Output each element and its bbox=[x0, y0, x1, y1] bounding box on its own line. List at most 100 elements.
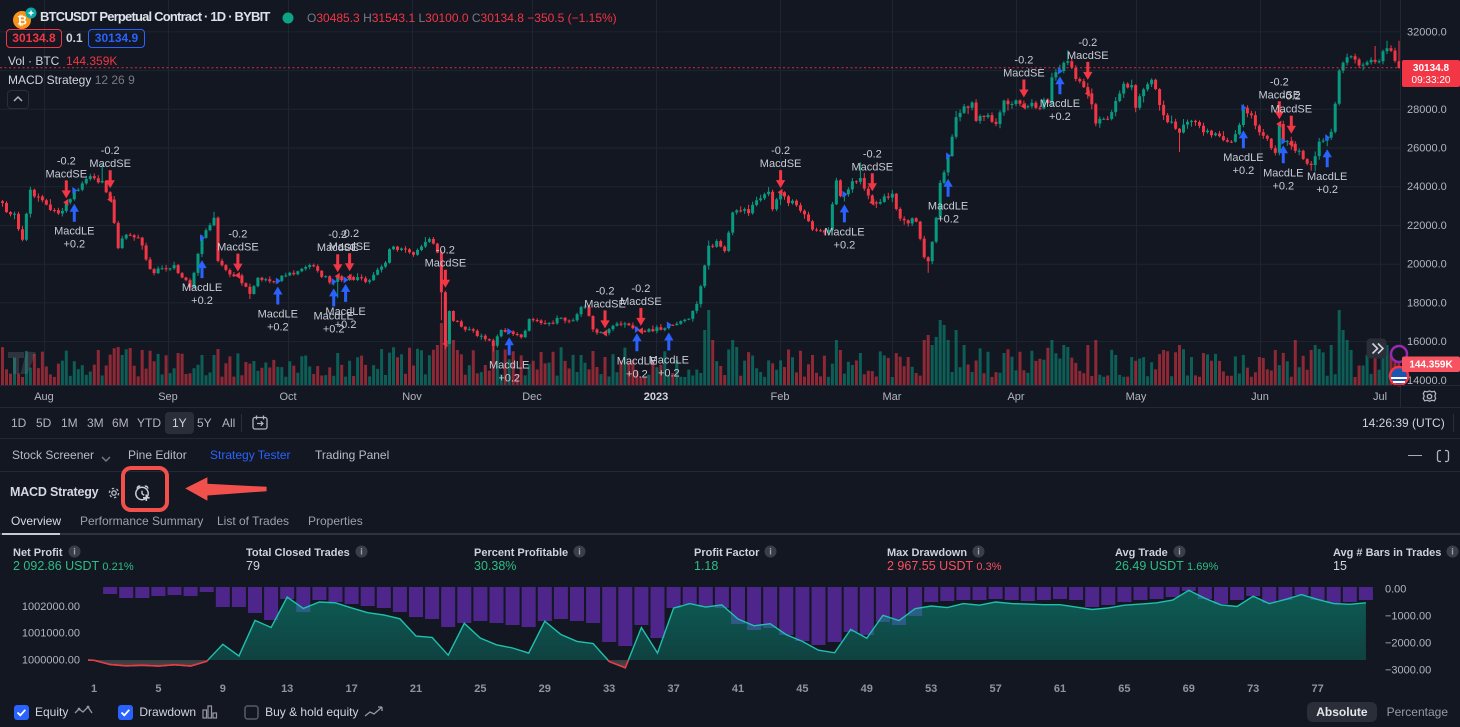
svg-text:13: 13 bbox=[281, 683, 293, 695]
svg-text:+0.2: +0.2 bbox=[63, 239, 85, 251]
svg-text:1002000.00: 1002000.00 bbox=[22, 601, 80, 613]
svg-text:MacdSE: MacdSE bbox=[1067, 50, 1109, 62]
svg-text:+0.2: +0.2 bbox=[834, 239, 856, 251]
svg-text:33: 33 bbox=[603, 683, 615, 695]
svg-text:-0.2: -0.2 bbox=[1282, 91, 1301, 103]
svg-text:144.359K: 144.359K bbox=[1409, 360, 1453, 371]
svg-text:-0.2: -0.2 bbox=[340, 228, 359, 240]
svg-text:-0.2: -0.2 bbox=[328, 229, 347, 241]
svg-text:26000.0: 26000.0 bbox=[1407, 143, 1447, 155]
svg-text:-0.2: -0.2 bbox=[1014, 55, 1033, 67]
svg-text:+0.2: +0.2 bbox=[1316, 184, 1338, 196]
svg-text:37: 37 bbox=[667, 683, 679, 695]
svg-text:MacdLE: MacdLE bbox=[1307, 171, 1347, 183]
svg-text:May: May bbox=[1126, 391, 1147, 403]
svg-text:28000.0: 28000.0 bbox=[1407, 104, 1447, 116]
svg-text:₿: ₿ bbox=[17, 14, 27, 28]
svg-text:−1000.00: −1000.00 bbox=[1385, 611, 1431, 623]
svg-text:MacdLE: MacdLE bbox=[1040, 98, 1080, 110]
svg-text:45: 45 bbox=[796, 683, 808, 695]
svg-text:16000.0: 16000.0 bbox=[1407, 336, 1447, 348]
svg-text:Sep: Sep bbox=[158, 391, 178, 403]
svg-text:-0.2: -0.2 bbox=[1078, 37, 1097, 49]
svg-text:21: 21 bbox=[410, 683, 422, 695]
svg-text:MacdLE: MacdLE bbox=[928, 201, 968, 213]
svg-text:1: 1 bbox=[91, 683, 97, 695]
svg-text:Mar: Mar bbox=[883, 391, 902, 403]
svg-text:MacdSE: MacdSE bbox=[760, 158, 802, 170]
svg-text:MacdLE: MacdLE bbox=[617, 355, 657, 367]
svg-text:-0.2: -0.2 bbox=[863, 148, 882, 160]
svg-text:MacdSE: MacdSE bbox=[329, 241, 371, 253]
svg-text:MacdLE: MacdLE bbox=[1223, 152, 1263, 164]
svg-text:MacdLE: MacdLE bbox=[489, 359, 529, 371]
svg-text:18000.0: 18000.0 bbox=[1407, 297, 1447, 309]
svg-text:+0.2: +0.2 bbox=[1272, 180, 1294, 192]
svg-text:MacdSE: MacdSE bbox=[317, 242, 359, 254]
svg-text:17: 17 bbox=[345, 683, 357, 695]
svg-text:09:33:20: 09:33:20 bbox=[1412, 75, 1451, 86]
svg-text:i: i bbox=[1178, 547, 1181, 557]
svg-text:i: i bbox=[977, 547, 980, 557]
svg-text:65: 65 bbox=[1118, 683, 1130, 695]
svg-text:i: i bbox=[770, 547, 773, 557]
svg-text:2023: 2023 bbox=[644, 391, 668, 403]
svg-text:49: 49 bbox=[861, 683, 873, 695]
svg-text:61: 61 bbox=[1054, 683, 1066, 695]
svg-text:30134.8: 30134.8 bbox=[1413, 63, 1450, 74]
svg-text:Feb: Feb bbox=[771, 391, 790, 403]
svg-text:+0.2: +0.2 bbox=[658, 368, 680, 380]
svg-text:MacdLE: MacdLE bbox=[325, 306, 365, 318]
svg-text:1001000.00: 1001000.00 bbox=[22, 628, 80, 640]
svg-text:MacdLE: MacdLE bbox=[824, 226, 864, 238]
svg-text:25: 25 bbox=[474, 683, 486, 695]
svg-text:−3000.00: −3000.00 bbox=[1385, 665, 1431, 677]
svg-text:73: 73 bbox=[1247, 683, 1259, 695]
svg-text:−2000.00: −2000.00 bbox=[1385, 638, 1431, 650]
svg-text:MacdSE: MacdSE bbox=[425, 258, 467, 270]
svg-text:+0.2: +0.2 bbox=[191, 295, 213, 307]
svg-text:MacdLE: MacdLE bbox=[314, 310, 354, 322]
svg-text:MacdLE: MacdLE bbox=[182, 282, 222, 294]
svg-text:Aug: Aug bbox=[34, 391, 54, 403]
svg-text:-0.2: -0.2 bbox=[1270, 76, 1289, 88]
svg-text:MacdSE: MacdSE bbox=[1003, 68, 1045, 80]
svg-text:MacdLE: MacdLE bbox=[54, 226, 94, 238]
svg-text:MacdSE: MacdSE bbox=[1271, 104, 1313, 116]
svg-text:-0.2: -0.2 bbox=[771, 145, 790, 157]
svg-text:41: 41 bbox=[732, 683, 744, 695]
svg-text:22000.0: 22000.0 bbox=[1407, 220, 1447, 232]
svg-text:+0.2: +0.2 bbox=[323, 323, 345, 335]
svg-text:Jul: Jul bbox=[1373, 391, 1387, 403]
svg-text:+0.2: +0.2 bbox=[626, 368, 648, 380]
svg-text:1000000.00: 1000000.00 bbox=[22, 654, 80, 666]
svg-text:69: 69 bbox=[1183, 683, 1195, 695]
svg-text:Nov: Nov bbox=[402, 391, 422, 403]
svg-text:Jun: Jun bbox=[1251, 391, 1269, 403]
svg-text:+0.2: +0.2 bbox=[267, 322, 289, 334]
svg-text:+0.2: +0.2 bbox=[335, 319, 357, 331]
svg-text:MacdSE: MacdSE bbox=[620, 296, 662, 308]
svg-text:MacdSE: MacdSE bbox=[89, 158, 131, 170]
svg-text:-0.2: -0.2 bbox=[436, 245, 455, 257]
svg-text:-0.2: -0.2 bbox=[631, 283, 650, 295]
svg-text:29: 29 bbox=[539, 683, 551, 695]
svg-text:MacdLE: MacdLE bbox=[258, 309, 298, 321]
svg-text:20000.0: 20000.0 bbox=[1407, 259, 1447, 271]
svg-text:Oct: Oct bbox=[279, 391, 296, 403]
svg-text:32000.0: 32000.0 bbox=[1407, 26, 1447, 38]
svg-text:Dec: Dec bbox=[522, 391, 542, 403]
svg-text:57: 57 bbox=[989, 683, 1001, 695]
svg-text:-0.2: -0.2 bbox=[228, 229, 247, 241]
svg-text:9: 9 bbox=[220, 683, 226, 695]
svg-text:MacdSE: MacdSE bbox=[852, 161, 894, 173]
svg-text:14000.0: 14000.0 bbox=[1407, 375, 1447, 387]
svg-text:MacdLE: MacdLE bbox=[649, 355, 689, 367]
svg-text:i: i bbox=[360, 547, 363, 557]
svg-text:+0.2: +0.2 bbox=[1233, 165, 1255, 177]
svg-text:53: 53 bbox=[925, 683, 937, 695]
svg-text:-0.2: -0.2 bbox=[101, 145, 120, 157]
svg-text:-0.2: -0.2 bbox=[596, 285, 615, 297]
svg-text:i: i bbox=[578, 547, 581, 557]
svg-text:5: 5 bbox=[155, 683, 161, 695]
